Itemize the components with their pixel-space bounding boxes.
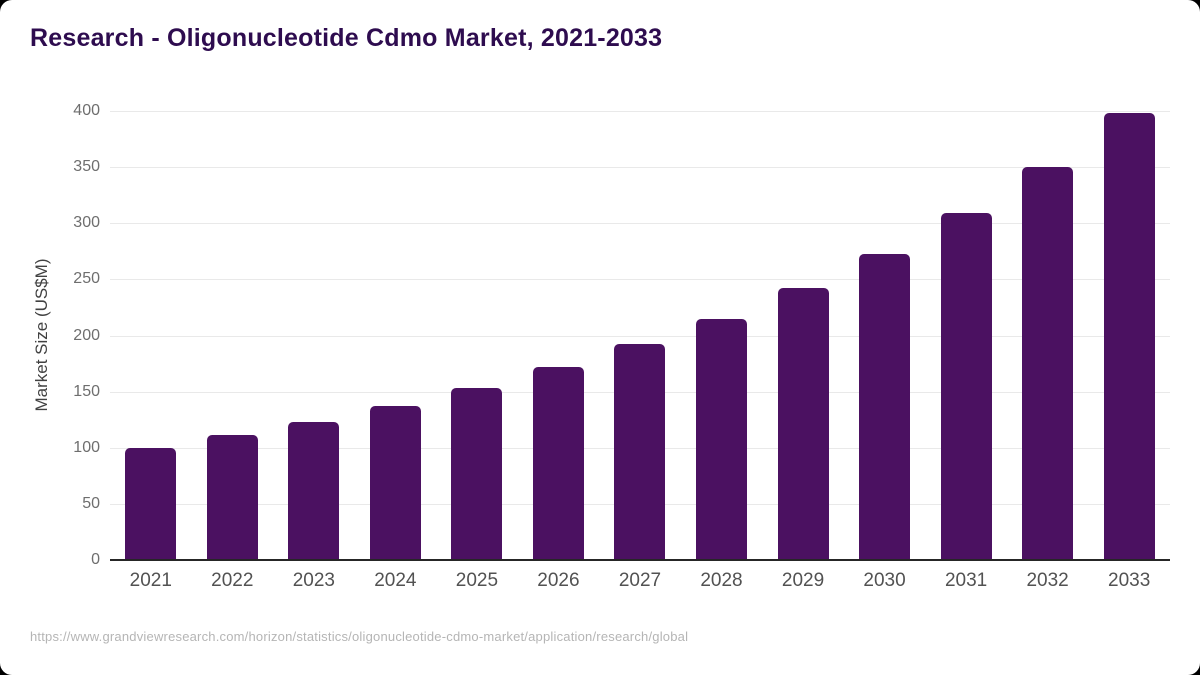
y-tick-label-100: 100 <box>73 438 100 456</box>
bar-2027 <box>614 344 666 560</box>
x-axis-line <box>110 559 1170 561</box>
bar-2033 <box>1103 113 1155 560</box>
bar-slot-2031 <box>925 111 1007 560</box>
y-tick-label-150: 150 <box>73 382 100 400</box>
bar-slot-2029 <box>762 111 844 560</box>
bar-series <box>110 111 1170 560</box>
y-tick-label-300: 300 <box>73 214 100 232</box>
bar-slot-2033 <box>1088 111 1170 560</box>
bar-2024 <box>369 406 421 560</box>
y-tick-label-350: 350 <box>73 158 100 176</box>
bar-2023 <box>288 421 340 560</box>
y-tick-label-0: 0 <box>91 551 100 568</box>
x-tick-label-2023: 2023 <box>292 570 335 591</box>
bar-2032 <box>1022 167 1074 560</box>
x-tick-label-2029: 2029 <box>781 570 825 591</box>
x-tick-label-2025: 2025 <box>455 570 499 591</box>
gridline-200 <box>110 335 1170 337</box>
x-tick-label-2027: 2027 <box>618 570 662 591</box>
bar-slot-2030 <box>844 111 926 560</box>
bar-2026 <box>532 366 584 560</box>
y-tick-label-50: 50 <box>82 494 100 512</box>
x-tick-label-2030: 2030 <box>863 570 906 591</box>
bar-slot-2025 <box>436 111 518 560</box>
bar-slot-2032 <box>1007 111 1089 560</box>
bar-2025 <box>451 388 503 560</box>
bar-2022 <box>206 435 258 560</box>
bar-slot-2022 <box>192 111 274 560</box>
bar-2029 <box>777 288 829 560</box>
plot-area <box>110 111 1170 561</box>
y-tick-label-200: 200 <box>73 326 100 344</box>
bar-2021 <box>125 447 177 560</box>
bar-2030 <box>859 253 911 560</box>
source-url-text: https://www.grandviewresearch.com/horizo… <box>30 629 689 644</box>
bar-slot-2028 <box>681 111 763 560</box>
x-tick-label-2021: 2021 <box>129 570 172 591</box>
x-tick-label-2032: 2032 <box>1026 570 1069 591</box>
bar-slot-2021 <box>110 111 192 560</box>
x-tick-label-2024: 2024 <box>374 570 417 591</box>
bar-slot-2023 <box>273 111 355 560</box>
bar-2031 <box>940 213 992 560</box>
y-tick-label-250: 250 <box>73 270 100 288</box>
chart-title: Research - Oligonucleotide Cdmo Market, … <box>30 24 663 52</box>
gridline-350 <box>110 167 1170 169</box>
bar-slot-2027 <box>599 111 681 560</box>
x-tick-label-2033: 2033 <box>1108 570 1151 591</box>
x-axis-tick-labels: 2021 2022 2023 2024 2025 2026 2027 2028 2029 2030… <box>110 570 1170 592</box>
y-axis-tick-labels: 0 50 100 150 200 250 300 350 400 <box>28 102 100 568</box>
y-tick-label-400: 400 <box>73 102 100 119</box>
bar-2028 <box>695 318 747 560</box>
x-tick-label-2022: 2022 <box>211 570 254 591</box>
x-tick-label-2028: 2028 <box>700 570 743 591</box>
bar-slot-2024 <box>355 111 437 560</box>
gridline-250 <box>110 279 1170 281</box>
bar-slot-2026 <box>518 111 600 560</box>
gridline-400 <box>110 111 1170 112</box>
x-tick-label-2031: 2031 <box>944 570 988 591</box>
x-tick-label-2026: 2026 <box>537 570 580 591</box>
gridline-300 <box>110 223 1170 225</box>
